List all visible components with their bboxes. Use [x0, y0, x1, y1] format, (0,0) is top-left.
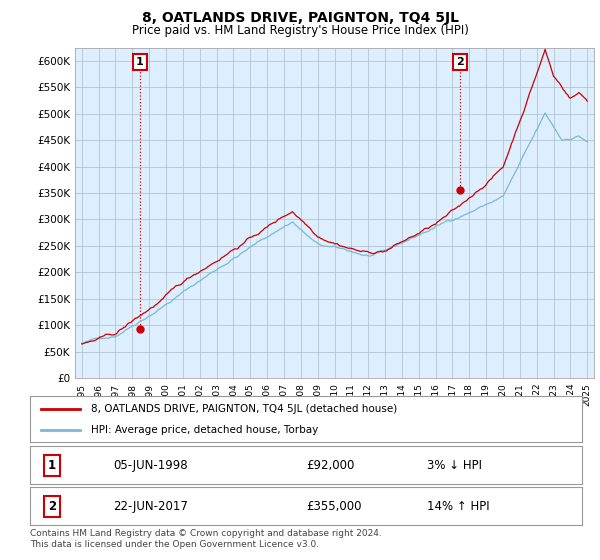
Text: 2: 2	[457, 57, 464, 67]
Text: 1: 1	[136, 57, 143, 67]
Text: Price paid vs. HM Land Registry's House Price Index (HPI): Price paid vs. HM Land Registry's House …	[131, 24, 469, 36]
Text: 14% ↑ HPI: 14% ↑ HPI	[427, 500, 490, 513]
Text: 3% ↓ HPI: 3% ↓ HPI	[427, 459, 482, 472]
Text: £355,000: £355,000	[306, 500, 361, 513]
Text: 22-JUN-2017: 22-JUN-2017	[113, 500, 188, 513]
Text: Contains HM Land Registry data © Crown copyright and database right 2024.
This d: Contains HM Land Registry data © Crown c…	[30, 529, 382, 549]
Text: HPI: Average price, detached house, Torbay: HPI: Average price, detached house, Torb…	[91, 425, 318, 435]
Text: 1: 1	[48, 459, 56, 472]
Text: 8, OATLANDS DRIVE, PAIGNTON, TQ4 5JL (detached house): 8, OATLANDS DRIVE, PAIGNTON, TQ4 5JL (de…	[91, 404, 397, 414]
Text: 8, OATLANDS DRIVE, PAIGNTON, TQ4 5JL: 8, OATLANDS DRIVE, PAIGNTON, TQ4 5JL	[142, 11, 458, 25]
Text: 2: 2	[48, 500, 56, 513]
Text: 05-JUN-1998: 05-JUN-1998	[113, 459, 187, 472]
Text: £92,000: £92,000	[306, 459, 355, 472]
